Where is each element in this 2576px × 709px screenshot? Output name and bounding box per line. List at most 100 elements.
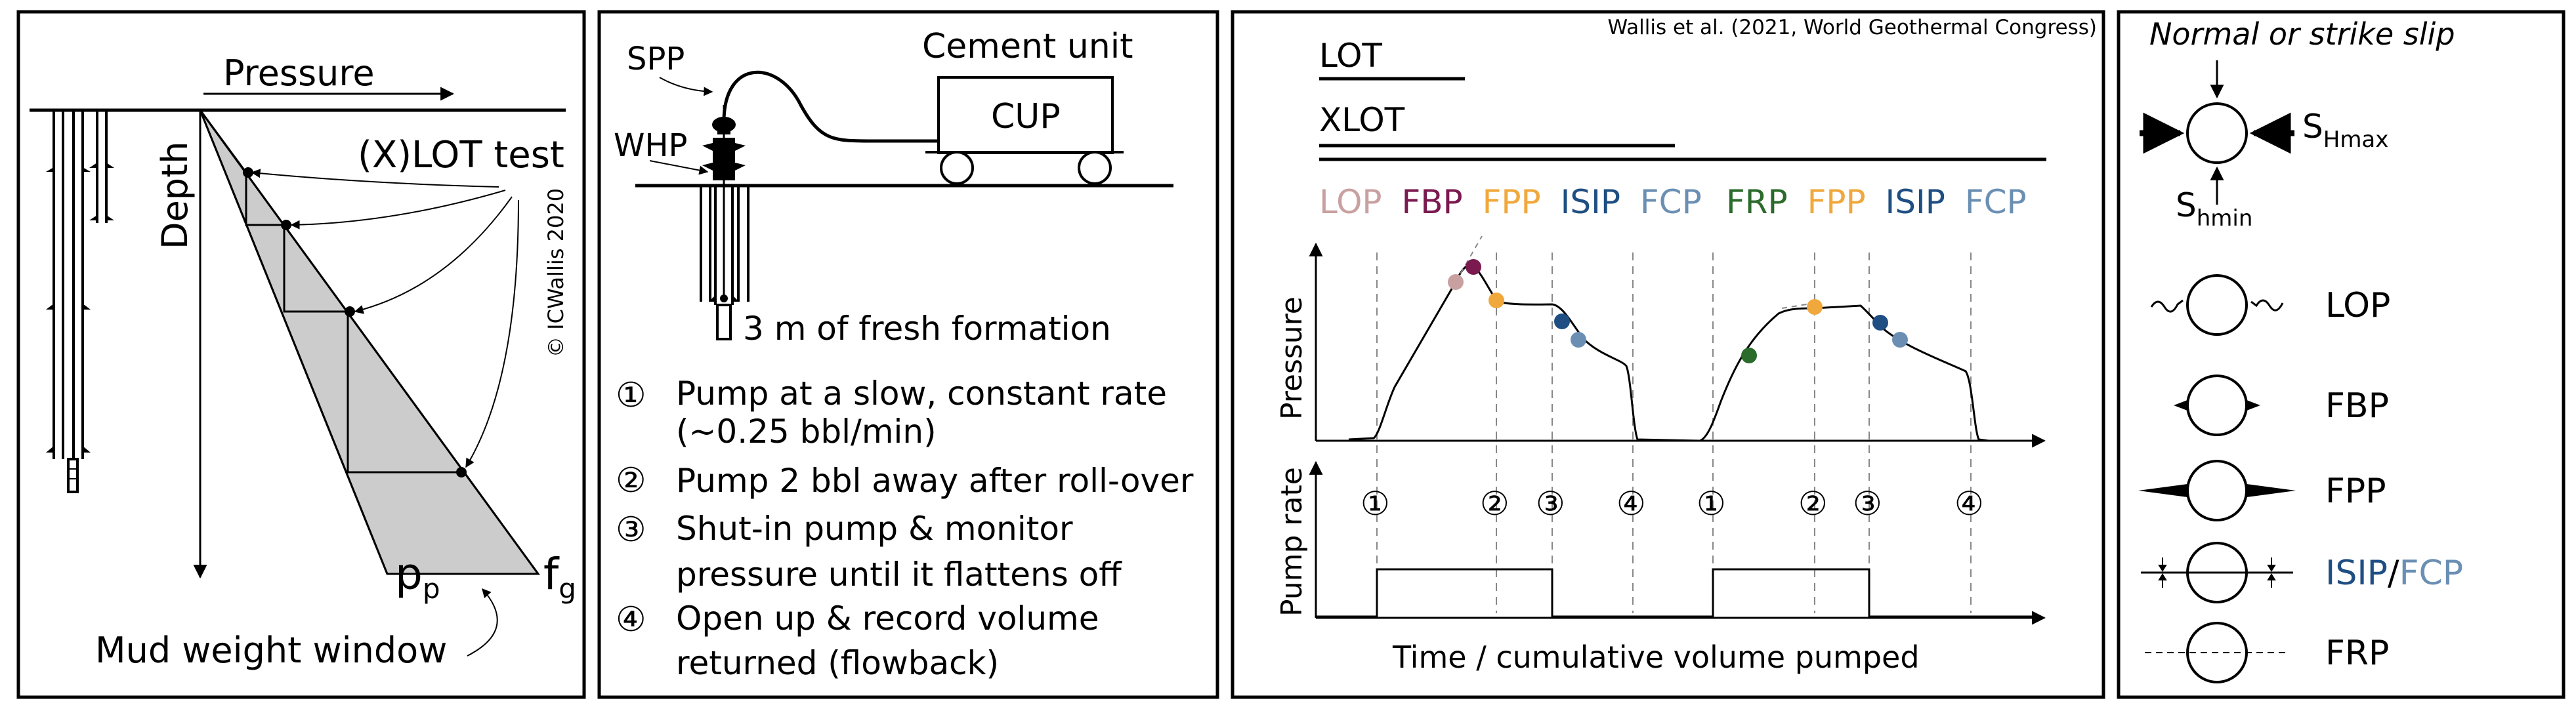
pumprate-axis-label: Pump rate	[1275, 467, 1309, 617]
step-4-line-2: returned (flowback)	[676, 644, 999, 682]
fcp-point-2	[1892, 332, 1908, 348]
phase-3-marker: ③	[1536, 485, 1565, 523]
wheel	[940, 151, 974, 185]
cup-label: CUP	[991, 97, 1061, 136]
lop-label: LOP	[2325, 286, 2390, 325]
lot-label: LOT	[1319, 37, 1382, 75]
step-4-line-1: Open up & record volume	[676, 599, 1099, 638]
step-1-line-2: (~0.25 bbl/min)	[676, 413, 937, 451]
regime-title: Normal or strike slip	[2149, 16, 2455, 52]
pressure-curve	[1348, 264, 1989, 442]
legend-fpp-2: FPP	[1807, 183, 1866, 221]
pump-rate-curve	[1316, 568, 2041, 618]
pressure-key-points	[1448, 259, 1908, 363]
phase-4-marker-cycle2: ④	[1954, 485, 1984, 523]
lop-wave-left	[2150, 299, 2184, 313]
legend-cycle-2: FRP FPP ISIP FCP	[1726, 183, 2027, 221]
window-pointer-arrow	[467, 588, 498, 657]
shmax-label: SHmax	[2302, 108, 2388, 153]
fpp-stress-circle	[2186, 460, 2248, 521]
pressure-curve-extrapolation	[1455, 235, 1815, 309]
fpp-label: FPP	[2325, 472, 2386, 511]
pump-line	[722, 70, 939, 143]
fpp-crack-right	[2247, 484, 2296, 497]
wellbore	[700, 105, 750, 340]
legend-fcp-2: FCP	[1965, 183, 2027, 221]
legend-isip: ISIP	[1561, 183, 1620, 221]
phase-4-marker: ④	[1616, 485, 1646, 523]
pore-pressure-label: pp	[395, 549, 440, 605]
time-axis-label: Time / cumulative volume pumped	[1392, 639, 1920, 675]
test-point	[345, 306, 355, 317]
isip-point-2	[1872, 315, 1888, 331]
frp-point	[1741, 348, 1757, 363]
test-points	[243, 167, 467, 477]
fracture-gradient-label: fg	[543, 549, 576, 605]
spp-label: SPP	[627, 41, 685, 77]
wellhead	[702, 117, 746, 180]
fbp-crack-left	[2174, 400, 2187, 411]
phase-2-marker: ②	[1480, 485, 1510, 523]
phase-2-marker-cycle2: ②	[1798, 485, 1828, 523]
wheel	[1078, 151, 1112, 185]
legend-isip-2: ISIP	[1886, 183, 1945, 221]
step-1-line-1: Pump at a slow, constant rate	[676, 375, 1167, 413]
isip-point	[1554, 314, 1570, 329]
fpp-point	[1489, 293, 1504, 308]
whp-pointer	[649, 160, 709, 175]
step-1-number: ①	[616, 376, 646, 415]
whp-label: WHP	[614, 127, 688, 164]
panel-mud-weight-window: Pressure Depth	[16, 10, 586, 699]
frp-label: FRP	[2325, 634, 2389, 673]
step-4-number: ④	[616, 600, 646, 639]
step-2-line-1: Pump 2 bbl away after roll-over	[676, 462, 1194, 500]
isip-fcp-label: ISIP/FCP	[2325, 554, 2463, 593]
mud-weight-window-label: Mud weight window	[95, 630, 447, 671]
lop-point	[1448, 274, 1464, 290]
panel2-frame	[597, 10, 1219, 699]
phase-1-marker-cycle2: ①	[1697, 485, 1726, 523]
phase-dividers	[1376, 253, 1972, 613]
citation: Wallis et al. (2021, World Geothermal Co…	[1607, 16, 2097, 39]
legend-fpp: FPP	[1483, 183, 1541, 221]
shmin-label: Shmin	[2176, 186, 2252, 232]
legend-lop: LOP	[1319, 183, 1382, 221]
lop-stress-circle	[2186, 274, 2248, 336]
well-schematic	[53, 110, 108, 493]
wellbore-shoes	[709, 294, 739, 302]
fbp-stress-circle	[2186, 375, 2248, 436]
xlot-label: XLOT	[1319, 101, 1405, 139]
fbp-point	[1466, 259, 1481, 275]
phase-markers: ① ② ③ ④ ① ② ③ ④	[1361, 485, 1984, 523]
phase-3-marker-cycle2: ③	[1853, 485, 1882, 523]
panel3-frame	[1231, 10, 2105, 699]
panel-stress-legend: Normal or strike slip SHmax Shmin LOP FB…	[2117, 10, 2565, 699]
spp-pointer	[659, 77, 713, 96]
legend-cycle-1: LOP FBP FPP ISIP FCP	[1319, 183, 1702, 221]
depth-axis-label: Depth	[154, 142, 196, 249]
legend-frp: FRP	[1726, 183, 1788, 221]
step-3-line-1: Shut-in pump & monitor	[676, 510, 1073, 548]
step-2-number: ②	[616, 461, 646, 500]
fresh-formation-label: 3 m of fresh formation	[743, 310, 1111, 348]
fpp-point-2	[1807, 299, 1823, 315]
lot-staircase	[199, 110, 459, 474]
cement-unit-label: Cement unit	[922, 27, 1133, 66]
fpp-crack-left	[2138, 484, 2187, 497]
panel4-frame	[2117, 10, 2565, 699]
fbp-label: FBP	[2325, 386, 2389, 426]
isip-closure-arrows	[2158, 557, 2276, 588]
panel1-frame	[16, 10, 586, 699]
copyright-notice: © ICWallis 2020	[543, 188, 568, 357]
pp-line	[199, 110, 389, 575]
step-3-line-2: pressure until it flattens off	[676, 556, 1122, 594]
test-point	[243, 167, 253, 178]
test-pointer-arrows	[251, 169, 519, 468]
test-point	[281, 220, 291, 230]
fbp-crack-right	[2247, 400, 2260, 411]
xlot-test-label: (X)LOT test	[358, 134, 564, 176]
pressure-axis-label: Pressure	[223, 52, 375, 94]
pressure-axis-label: Pressure	[1275, 296, 1309, 420]
phase-1-marker: ①	[1361, 485, 1390, 523]
